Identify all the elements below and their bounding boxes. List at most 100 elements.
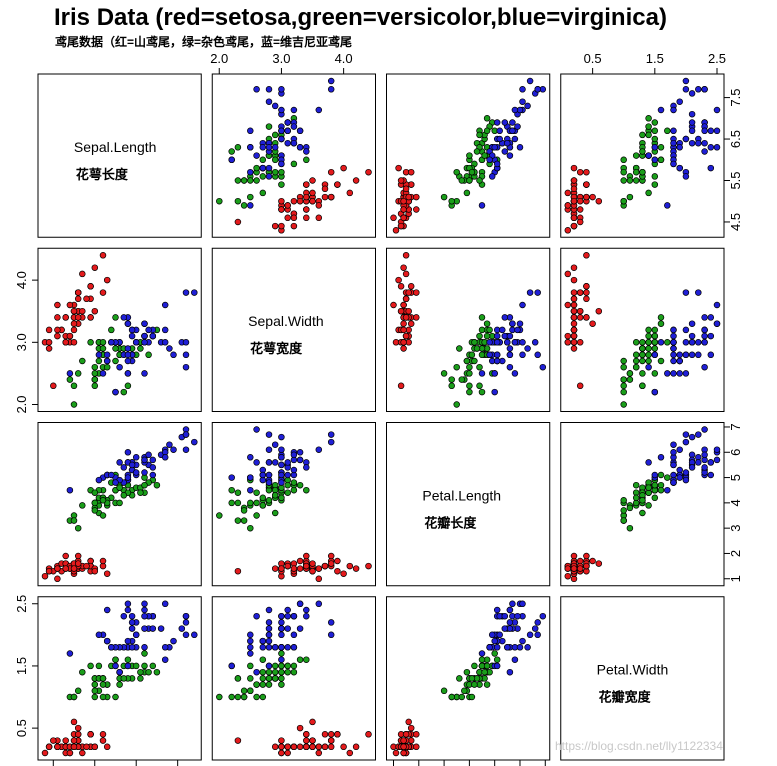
point-virginica [191,631,198,639]
point-setosa [83,295,90,303]
point-virginica [315,446,323,453]
point-versicolor [632,351,640,359]
point-setosa [400,301,407,309]
point-virginica [259,471,267,479]
point-setosa [50,737,57,744]
point-versicolor [132,662,140,670]
point-virginica [682,438,690,446]
point-setosa [576,218,584,226]
point-setosa [395,164,402,172]
point-virginica [191,289,198,296]
point-versicolor [466,382,473,390]
point-versicolor [259,494,267,502]
point-virginica [271,644,279,651]
point-virginica [688,127,696,135]
point-setosa [290,197,298,205]
point-virginica [290,466,298,474]
point-versicolor [491,650,498,657]
point-virginica [95,476,103,484]
point-setosa [564,202,572,209]
diagonal-sublabel-sepal-length: 花萼长度 [76,167,129,182]
point-versicolor [645,351,652,359]
y-tick-label-petal-width: 1.5 [14,657,29,675]
panel-frame-petal-length-vs-petal-length [386,422,551,587]
y-tick-label-petal-length: 7 [728,423,743,430]
point-versicolor [461,687,468,695]
point-versicolor [456,675,463,682]
panel-frame-petal-width-vs-petal-width [560,596,725,761]
point-versicolor [91,499,99,507]
point-versicolor [108,326,115,334]
point-setosa [284,749,291,757]
point-virginica [327,619,335,626]
point-virginica [534,631,541,639]
point-versicolor [448,197,455,205]
point-versicolor [463,189,471,197]
point-versicolor [651,339,659,346]
panel-frame-sepal-width-vs-petal-width [560,247,725,412]
point-versicolor [483,662,491,670]
point-setosa [570,314,578,321]
point-setosa [576,565,584,572]
point-versicolor [639,509,646,517]
point-virginica [265,631,273,639]
point-versicolor [265,681,273,688]
point-virginica [265,459,273,466]
point-virginica [519,98,526,105]
point-virginica [116,363,123,371]
point-virginica [278,656,285,663]
point-virginica [182,351,190,359]
point-setosa [91,743,99,751]
point-versicolor [240,202,248,209]
point-setosa [570,565,578,572]
point-versicolor [116,499,123,507]
point-virginica [124,606,132,614]
point-virginica [534,619,541,626]
point-versicolor [228,499,235,507]
point-virginica [247,168,254,176]
point-versicolor [651,370,659,377]
point-setosa [407,320,415,327]
point-virginica [290,106,298,114]
point-versicolor [259,668,267,676]
point-virginica [506,351,514,359]
point-versicolor [639,168,646,176]
point-versicolor [91,489,99,496]
point-virginica [707,332,715,340]
point-versicolor [466,177,473,184]
point-setosa [334,567,341,575]
point-virginica [128,625,136,632]
point-virginica [141,625,148,632]
point-virginica [516,144,524,151]
point-setosa [290,743,298,751]
point-versicolor [632,168,640,176]
point-versicolor [278,675,285,682]
point-virginica [493,357,501,365]
point-versicolor [265,668,273,676]
point-versicolor [651,332,659,340]
point-virginica [145,451,152,459]
point-versicolor [639,131,646,139]
point-virginica [524,345,531,352]
point-setosa [103,570,111,577]
point-virginica [166,441,173,448]
point-versicolor [99,675,107,682]
point-virginica [524,102,531,110]
point-virginica [116,668,123,676]
point-virginica [265,164,273,172]
point-virginica [170,637,177,645]
point-versicolor [632,357,640,365]
point-setosa [315,565,323,572]
point-virginica [682,135,690,143]
point-virginica [682,86,690,93]
point-setosa [103,276,111,284]
point-setosa [303,731,310,738]
point-virginica [506,345,514,352]
point-setosa [54,301,61,309]
point-setosa [390,214,397,222]
point-setosa [79,270,86,278]
point-virginica [670,461,677,469]
point-virginica [701,86,708,93]
point-versicolor [453,168,460,176]
point-versicolor [657,144,665,151]
